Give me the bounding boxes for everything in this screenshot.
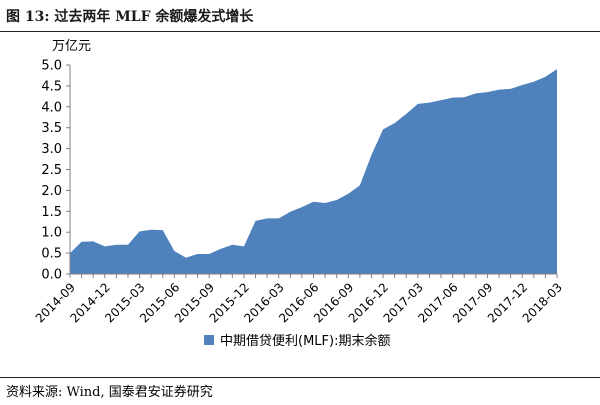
y-tick-label: 3.5 [41,121,62,136]
legend-label: 中期借贷便利(MLF):期末余额 [220,333,390,349]
figure-title: 图 13: 过去两年 MLF 余额爆发式增长 [6,9,254,25]
y-tick-label: 1.5 [41,205,62,220]
y-tick-label: 3.0 [41,142,62,157]
figure-header: 图 13: 过去两年 MLF 余额爆发式增长 [0,0,600,32]
y-tick-label: 4.0 [41,100,62,115]
y-tick-label: 0.0 [41,268,62,283]
y-axis-unit-label: 万亿元 [52,39,91,54]
source-note: 资料来源: Wind, 国泰君安证券研究 [6,385,213,400]
y-tick-label: 1.0 [41,226,62,241]
y-tick-label: 2.5 [41,163,62,178]
series-area [70,69,557,275]
y-tick-label: 4.5 [41,79,62,94]
legend-swatch [204,335,214,345]
y-tick-label: 5.0 [41,59,62,74]
title-divider [0,31,600,32]
plot-area: 0.00.51.01.52.02.53.03.54.04.55.02014-09… [33,59,565,326]
y-tick-label: 0.5 [41,247,62,262]
mlf-area-chart: 万亿元 0.00.51.01.52.02.53.03.54.04.55.0201… [33,39,565,349]
footer-divider [0,377,600,378]
chart-legend: 中期借贷便利(MLF):期末余额 [204,333,390,349]
y-tick-label: 2.0 [41,184,62,199]
